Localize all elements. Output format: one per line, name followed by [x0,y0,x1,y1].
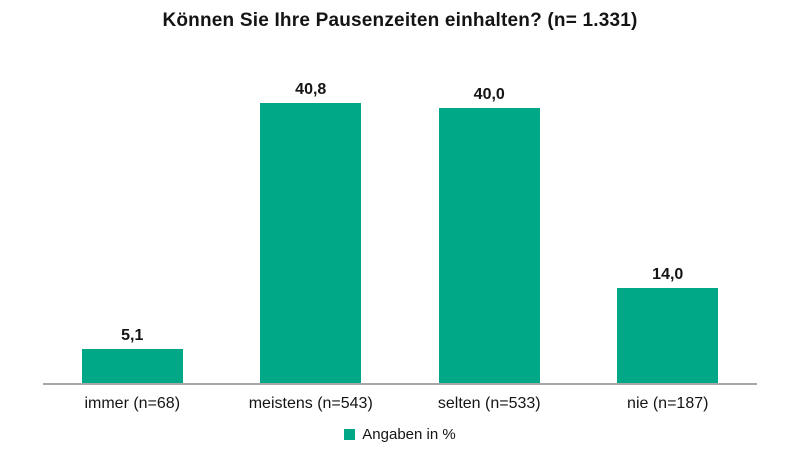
bar [438,108,540,384]
bar-group: 5,1 immer (n=68) [43,74,222,412]
category-label: selten (n=533) [437,395,541,412]
legend: Angaben in % [0,426,800,443]
bar [260,103,362,384]
category-label: meistens (n=543) [248,395,373,412]
x-axis-line [43,383,757,385]
plot-area: 5,1 immer (n=68) 40,8 meistens (n=543) 40,0 s… [43,74,758,412]
bar-value-label: 5,1 [121,327,144,344]
bar-value-label: 40,0 [473,86,505,103]
bar-group: 40,8 meistens (n=543) [222,74,401,412]
legend-label: Angaben in % [362,426,456,443]
chart-title: Können Sie Ihre Pausenzeiten einhalten? … [162,10,638,31]
bars-container: 5,1 immer (n=68) 40,8 meistens (n=543) 40,0 s… [43,74,758,412]
bar-group: 14,0 nie (n=187) [579,74,758,412]
bar-group: 40,0 selten (n=533) [400,74,579,412]
bar-value-label: 14,0 [652,266,684,283]
category-label: nie (n=187) [627,395,709,412]
bar [617,288,719,384]
legend-swatch [344,429,356,440]
bar [81,349,183,384]
category-label: immer (n=68) [84,395,181,412]
bar-value-label: 40,8 [295,81,327,98]
